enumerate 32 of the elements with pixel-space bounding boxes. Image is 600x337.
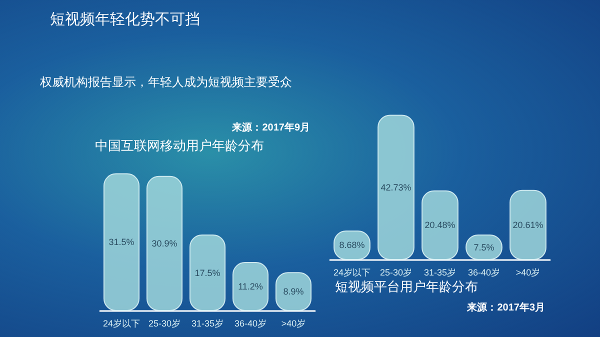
data-label: 8.68%: [339, 240, 365, 250]
x-tick-label: 31-35岁: [424, 268, 456, 278]
data-label: 11.2%: [238, 282, 263, 292]
data-label: 20.61%: [512, 220, 544, 230]
data-label: 17.5%: [194, 268, 220, 278]
x-tick-label: 36-40岁: [468, 268, 500, 278]
chart-title: 中国互联网移动用户年龄分布: [95, 138, 264, 153]
bar: [510, 190, 546, 260]
x-tick-label: >40岁: [516, 268, 540, 278]
source-note: 来源：2017年3月: [466, 302, 546, 314]
x-tick-label: 25-30岁: [380, 268, 412, 278]
x-tick-label: >40岁: [281, 318, 306, 328]
source-note: 来源：2017年9月: [231, 122, 310, 134]
x-tick-label: 25-30岁: [148, 318, 181, 328]
data-label: 7.5%: [474, 242, 494, 252]
bar: [146, 176, 183, 311]
data-label: 20.48%: [424, 220, 456, 230]
bar: [422, 190, 458, 260]
text: 短视频年轻化势不可挡: [50, 10, 200, 29]
bar: [378, 114, 414, 260]
text: 短视频平台用户年龄分布: [335, 279, 478, 294]
data-label: 30.9%: [152, 238, 178, 248]
data-label: 42.73%: [380, 182, 412, 192]
bar: [103, 173, 140, 311]
x-tick-label: 24岁以下: [102, 318, 140, 328]
data-label: 31.5%: [108, 237, 134, 248]
bar: [189, 234, 226, 311]
text: 权威机构报告显示，年轻人成为短视频主要受众: [40, 74, 292, 91]
x-tick-label: 36-40岁: [234, 318, 267, 328]
data-label: 8.9%: [283, 286, 304, 297]
x-tick-label: 24岁以下: [333, 268, 371, 278]
x-tick-label: 31-35岁: [191, 318, 224, 328]
